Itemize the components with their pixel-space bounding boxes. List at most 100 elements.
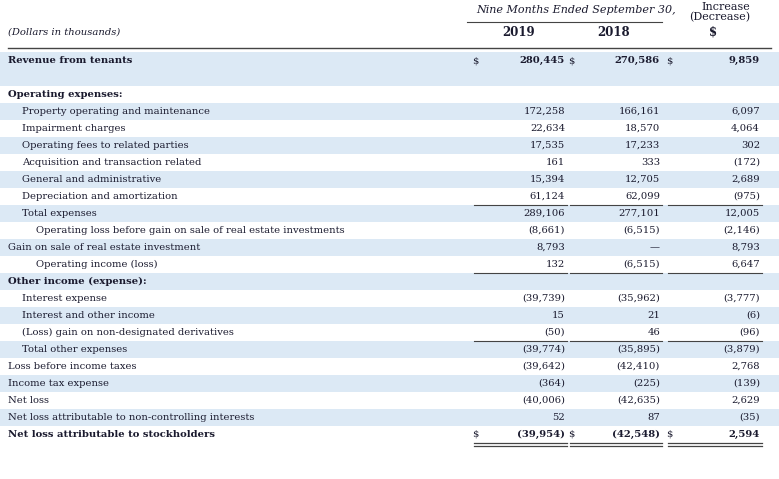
Text: Net loss attributable to stockholders: Net loss attributable to stockholders — [8, 430, 215, 439]
Text: (6): (6) — [746, 311, 760, 320]
Bar — [0, 409, 779, 426]
Text: 2,629: 2,629 — [731, 396, 760, 405]
Text: 289,106: 289,106 — [523, 209, 565, 218]
Text: Property operating and maintenance: Property operating and maintenance — [22, 107, 210, 116]
Text: 4,064: 4,064 — [731, 124, 760, 133]
Text: Operating loss before gain on sale of real estate investments: Operating loss before gain on sale of re… — [36, 226, 344, 235]
Text: (139): (139) — [733, 379, 760, 388]
Text: Revenue from tenants: Revenue from tenants — [8, 56, 132, 65]
Text: (6,515): (6,515) — [623, 260, 660, 269]
Text: 277,101: 277,101 — [619, 209, 660, 218]
Text: $: $ — [666, 430, 672, 439]
Text: 9,859: 9,859 — [729, 56, 760, 65]
Bar — [0, 205, 779, 222]
Text: 61,124: 61,124 — [530, 192, 565, 201]
Text: 333: 333 — [641, 158, 660, 167]
Text: (35,962): (35,962) — [617, 294, 660, 303]
Text: $: $ — [472, 430, 478, 439]
Text: General and administrative: General and administrative — [22, 175, 161, 184]
Text: $: $ — [666, 56, 672, 65]
Text: Total expenses: Total expenses — [22, 209, 97, 218]
Text: 87: 87 — [647, 413, 660, 422]
Text: Impairment charges: Impairment charges — [22, 124, 125, 133]
Text: (Decrease): (Decrease) — [689, 12, 750, 22]
Bar — [0, 307, 779, 324]
Text: (39,774): (39,774) — [522, 345, 565, 354]
Bar — [0, 171, 779, 188]
Text: 2018: 2018 — [597, 25, 630, 38]
Text: Nine Months Ended September 30,: Nine Months Ended September 30, — [476, 5, 676, 15]
Text: 46: 46 — [647, 328, 660, 337]
Text: 21: 21 — [647, 311, 660, 320]
Text: Income tax expense: Income tax expense — [8, 379, 109, 388]
Text: Operating expenses:: Operating expenses: — [8, 90, 122, 99]
Text: (39,642): (39,642) — [522, 362, 565, 371]
Text: (6,515): (6,515) — [623, 226, 660, 235]
Text: Acquisition and transaction related: Acquisition and transaction related — [22, 158, 202, 167]
Text: (42,410): (42,410) — [617, 362, 660, 371]
Text: 2,689: 2,689 — [731, 175, 760, 184]
Text: (96): (96) — [739, 328, 760, 337]
Text: Increase: Increase — [701, 2, 750, 12]
Text: 12,705: 12,705 — [625, 175, 660, 184]
Text: Operating income (loss): Operating income (loss) — [36, 260, 157, 269]
Text: (42,635): (42,635) — [617, 396, 660, 405]
Bar — [0, 52, 779, 69]
Text: (172): (172) — [733, 158, 760, 167]
Text: —: — — [650, 243, 660, 252]
Text: 17,535: 17,535 — [530, 141, 565, 150]
Text: (Loss) gain on non-designated derivatives: (Loss) gain on non-designated derivative… — [22, 328, 234, 337]
Text: 15: 15 — [552, 311, 565, 320]
Text: 15,394: 15,394 — [530, 175, 565, 184]
Bar — [0, 69, 779, 86]
Text: Total other expenses: Total other expenses — [22, 345, 127, 354]
Bar — [0, 137, 779, 154]
Text: 6,647: 6,647 — [731, 260, 760, 269]
Text: 280,445: 280,445 — [520, 56, 565, 65]
Text: Loss before income taxes: Loss before income taxes — [8, 362, 136, 371]
Text: 52: 52 — [552, 413, 565, 422]
Text: (3,879): (3,879) — [724, 345, 760, 354]
Text: Net loss attributable to non-controlling interests: Net loss attributable to non-controlling… — [8, 413, 255, 422]
Text: (35,895): (35,895) — [617, 345, 660, 354]
Bar — [0, 273, 779, 290]
Bar — [0, 239, 779, 256]
Text: (364): (364) — [538, 379, 565, 388]
Text: (2,146): (2,146) — [723, 226, 760, 235]
Text: (39,954): (39,954) — [517, 430, 565, 439]
Text: Net loss: Net loss — [8, 396, 49, 405]
Text: (225): (225) — [633, 379, 660, 388]
Text: Depreciation and amortization: Depreciation and amortization — [22, 192, 178, 201]
Text: 302: 302 — [741, 141, 760, 150]
Text: (39,739): (39,739) — [522, 294, 565, 303]
Text: 22,634: 22,634 — [530, 124, 565, 133]
Text: (35): (35) — [739, 413, 760, 422]
Text: $: $ — [568, 430, 574, 439]
Bar — [0, 341, 779, 358]
Text: 166,161: 166,161 — [619, 107, 660, 116]
Text: (40,006): (40,006) — [522, 396, 565, 405]
Text: Other income (expense):: Other income (expense): — [8, 277, 146, 286]
Bar — [0, 375, 779, 392]
Bar — [0, 103, 779, 120]
Text: $: $ — [709, 25, 717, 38]
Text: Interest expense: Interest expense — [22, 294, 107, 303]
Text: (42,548): (42,548) — [612, 430, 660, 439]
Text: 132: 132 — [546, 260, 565, 269]
Text: 17,233: 17,233 — [625, 141, 660, 150]
Text: (975): (975) — [733, 192, 760, 201]
Text: (50): (50) — [545, 328, 565, 337]
Text: 2,594: 2,594 — [728, 430, 760, 439]
Text: 270,586: 270,586 — [615, 56, 660, 65]
Text: 2,768: 2,768 — [731, 362, 760, 371]
Text: 6,097: 6,097 — [731, 107, 760, 116]
Text: (3,777): (3,777) — [724, 294, 760, 303]
Text: 8,793: 8,793 — [731, 243, 760, 252]
Text: 18,570: 18,570 — [625, 124, 660, 133]
Text: 172,258: 172,258 — [523, 107, 565, 116]
Text: 12,005: 12,005 — [724, 209, 760, 218]
Text: 8,793: 8,793 — [536, 243, 565, 252]
Text: Operating fees to related parties: Operating fees to related parties — [22, 141, 189, 150]
Text: $: $ — [472, 56, 478, 65]
Text: (8,661): (8,661) — [528, 226, 565, 235]
